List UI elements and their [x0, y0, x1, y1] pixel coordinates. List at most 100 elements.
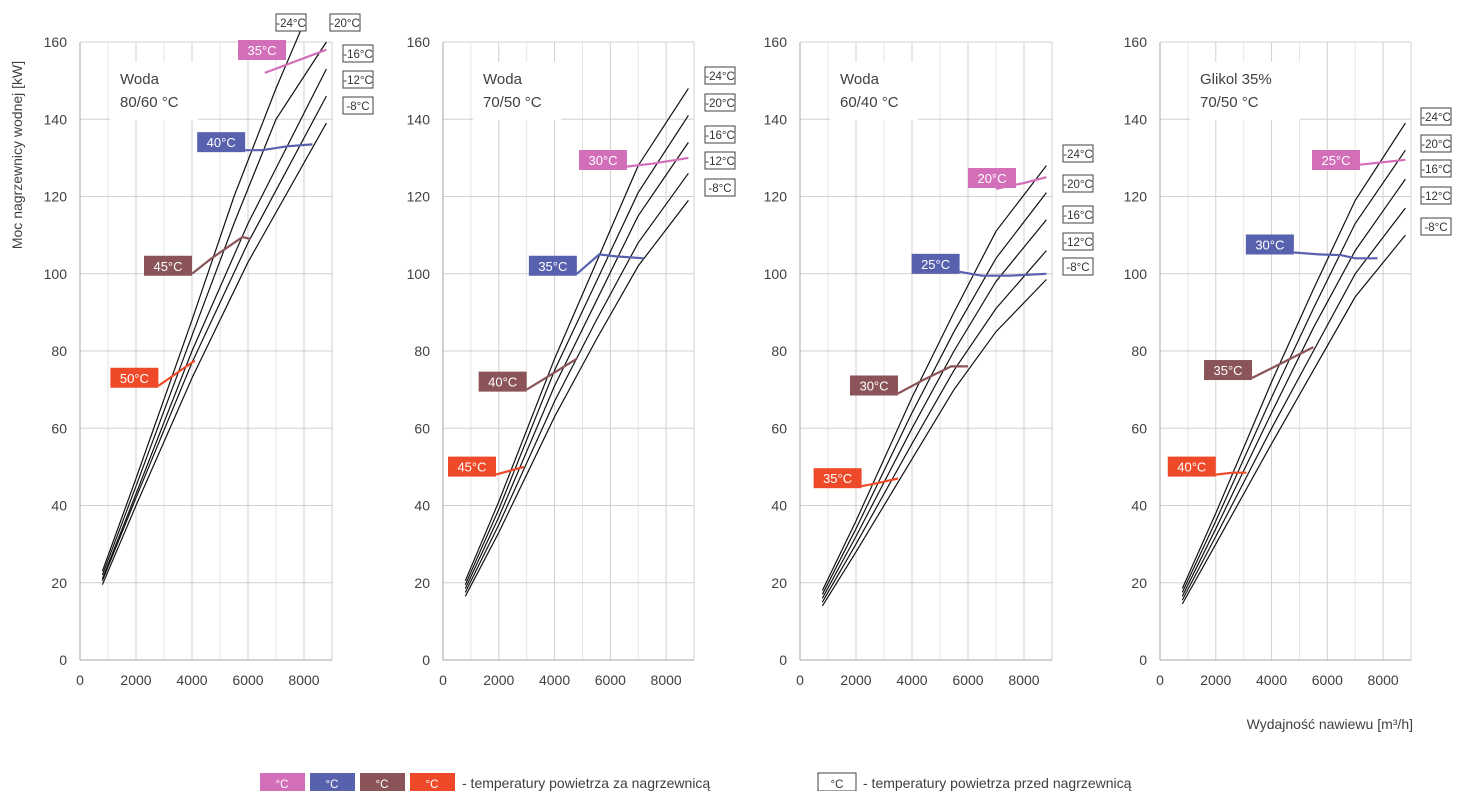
y-tick-label: 140 [1124, 111, 1148, 127]
chart-panel-4: 0 20 40 60 80 100 120 140 160 0 2000 4000 6000 8000 Gl… [1124, 34, 1452, 688]
y-tick-label: 40 [1131, 498, 1147, 514]
legend-unit: °C [426, 779, 439, 791]
title-box-background [830, 62, 918, 120]
series-line [821, 279, 1047, 607]
outlet-temp-label: 35°C [247, 43, 276, 58]
outlet-temp-line [264, 48, 327, 74]
x-tick-label: 0 [76, 672, 84, 688]
outlet-temp-line [191, 235, 252, 275]
series-line [464, 88, 689, 582]
series-line [101, 68, 327, 580]
outlet-temp-line [897, 365, 968, 395]
outlet-temp-label: 30°C [859, 378, 888, 393]
series-line [101, 41, 327, 576]
series-label-box [1062, 257, 1094, 276]
y-axis-label: Moc nagrzewnicy wodnej [kW] [9, 61, 25, 249]
series-label-box [1062, 232, 1094, 251]
series-label: -8°C [708, 183, 731, 195]
x-axis-label: Wydajność nawiewu [m³/h] [1247, 716, 1413, 732]
y-tick-label: 120 [764, 189, 788, 205]
legend-color-box [310, 773, 355, 791]
outlet-temp-label-box [1204, 360, 1253, 381]
x-tick-label: 6000 [595, 672, 626, 688]
legend-unit: °C [326, 779, 339, 791]
y-tick-label: 20 [51, 575, 67, 591]
series-line [464, 142, 689, 589]
series-label-box [1420, 134, 1452, 153]
outlet-temp-label: 45°C [457, 460, 486, 475]
series-line [1181, 178, 1406, 597]
legend-color-box [360, 773, 405, 791]
x-tick-label: 2000 [1200, 672, 1231, 688]
outlet-temp-label-box [528, 255, 577, 276]
outlet-temp-line [576, 253, 644, 275]
y-tick-label: 140 [764, 111, 788, 127]
x-tick-label: 6000 [1312, 672, 1343, 688]
series-label: -20°C [705, 98, 735, 110]
series-line [821, 165, 1047, 591]
y-tick-label: 60 [1131, 420, 1147, 436]
x-tick-label: 6000 [232, 672, 263, 688]
y-tick-label: 80 [1131, 343, 1147, 359]
outlet-temp-line [1215, 471, 1247, 476]
outlet-temp-label-box [1312, 150, 1360, 170]
series-line [821, 219, 1047, 599]
x-tick-label: 8000 [651, 672, 682, 688]
outlet-temp-line [245, 143, 313, 152]
outlet-temp-line [495, 465, 525, 476]
outlet-temp-label-box [144, 255, 192, 276]
series-label: -12°C [1063, 237, 1093, 249]
outlet-temp-label-box [478, 371, 527, 392]
outlet-temp-label-box [110, 367, 159, 388]
y-tick-label: 100 [407, 266, 431, 282]
series-label: -8°C [1066, 262, 1089, 274]
series-line [821, 250, 1047, 603]
outlet-temp-label: 35°C [538, 259, 567, 274]
outlet-temp-label: 35°C [1214, 363, 1243, 378]
x-tick-label: 4000 [539, 672, 570, 688]
x-tick-label: 2000 [483, 672, 514, 688]
outlet-temp-label-box [1167, 456, 1216, 477]
series-label: -8°C [346, 101, 369, 113]
y-tick-label: 20 [771, 575, 787, 591]
series-line [101, 122, 327, 585]
outlet-temp-label: 30°C [1255, 238, 1284, 253]
y-tick-label: 100 [1124, 266, 1148, 282]
series-line [1181, 149, 1406, 593]
series-label: -24°C [705, 71, 735, 83]
outlet-temp-label: 30°C [588, 153, 617, 168]
y-tick-label: 20 [414, 575, 430, 591]
title-box-background [473, 62, 561, 120]
y-tick-label: 20 [1131, 575, 1147, 591]
series-label-box [342, 44, 374, 63]
chart-title: 60/40 °C [840, 94, 899, 111]
series-label: -8°C [1424, 222, 1447, 234]
chart-panel-2: 0 20 40 60 80 100 120 140 160 0 2000 4000 6000 8000 Wo… [407, 34, 736, 688]
title-box-background [110, 62, 198, 120]
series-label-box [1420, 107, 1452, 126]
legend-unit: °C [831, 779, 844, 791]
y-tick-label: 160 [407, 34, 431, 50]
legend-color-box [410, 773, 455, 791]
legend-before-label: - temperatury powietrza przed nagrzewnic… [863, 775, 1132, 791]
series-label: -12°C [705, 156, 735, 168]
outlet-temp-line [157, 359, 196, 387]
y-tick-label: 0 [59, 652, 67, 668]
y-tick-label: 80 [771, 343, 787, 359]
y-tick-label: 40 [414, 498, 430, 514]
outlet-temp-label-box [911, 253, 960, 274]
outlet-temp-label: 40°C [207, 135, 236, 150]
y-tick-label: 60 [414, 420, 430, 436]
y-tick-label: 160 [1124, 34, 1148, 50]
x-tick-label: 0 [1156, 672, 1164, 688]
series-label-box [1062, 144, 1094, 163]
legend-unit: °C [276, 779, 289, 791]
outlet-temp-label-box [238, 40, 286, 60]
outlet-temp-line [1293, 251, 1378, 260]
y-tick-label: 80 [414, 343, 430, 359]
series-label: -20°C [330, 18, 360, 30]
y-tick-label: 120 [44, 189, 68, 205]
series-label-box [704, 151, 736, 170]
series-label-box [329, 13, 361, 32]
